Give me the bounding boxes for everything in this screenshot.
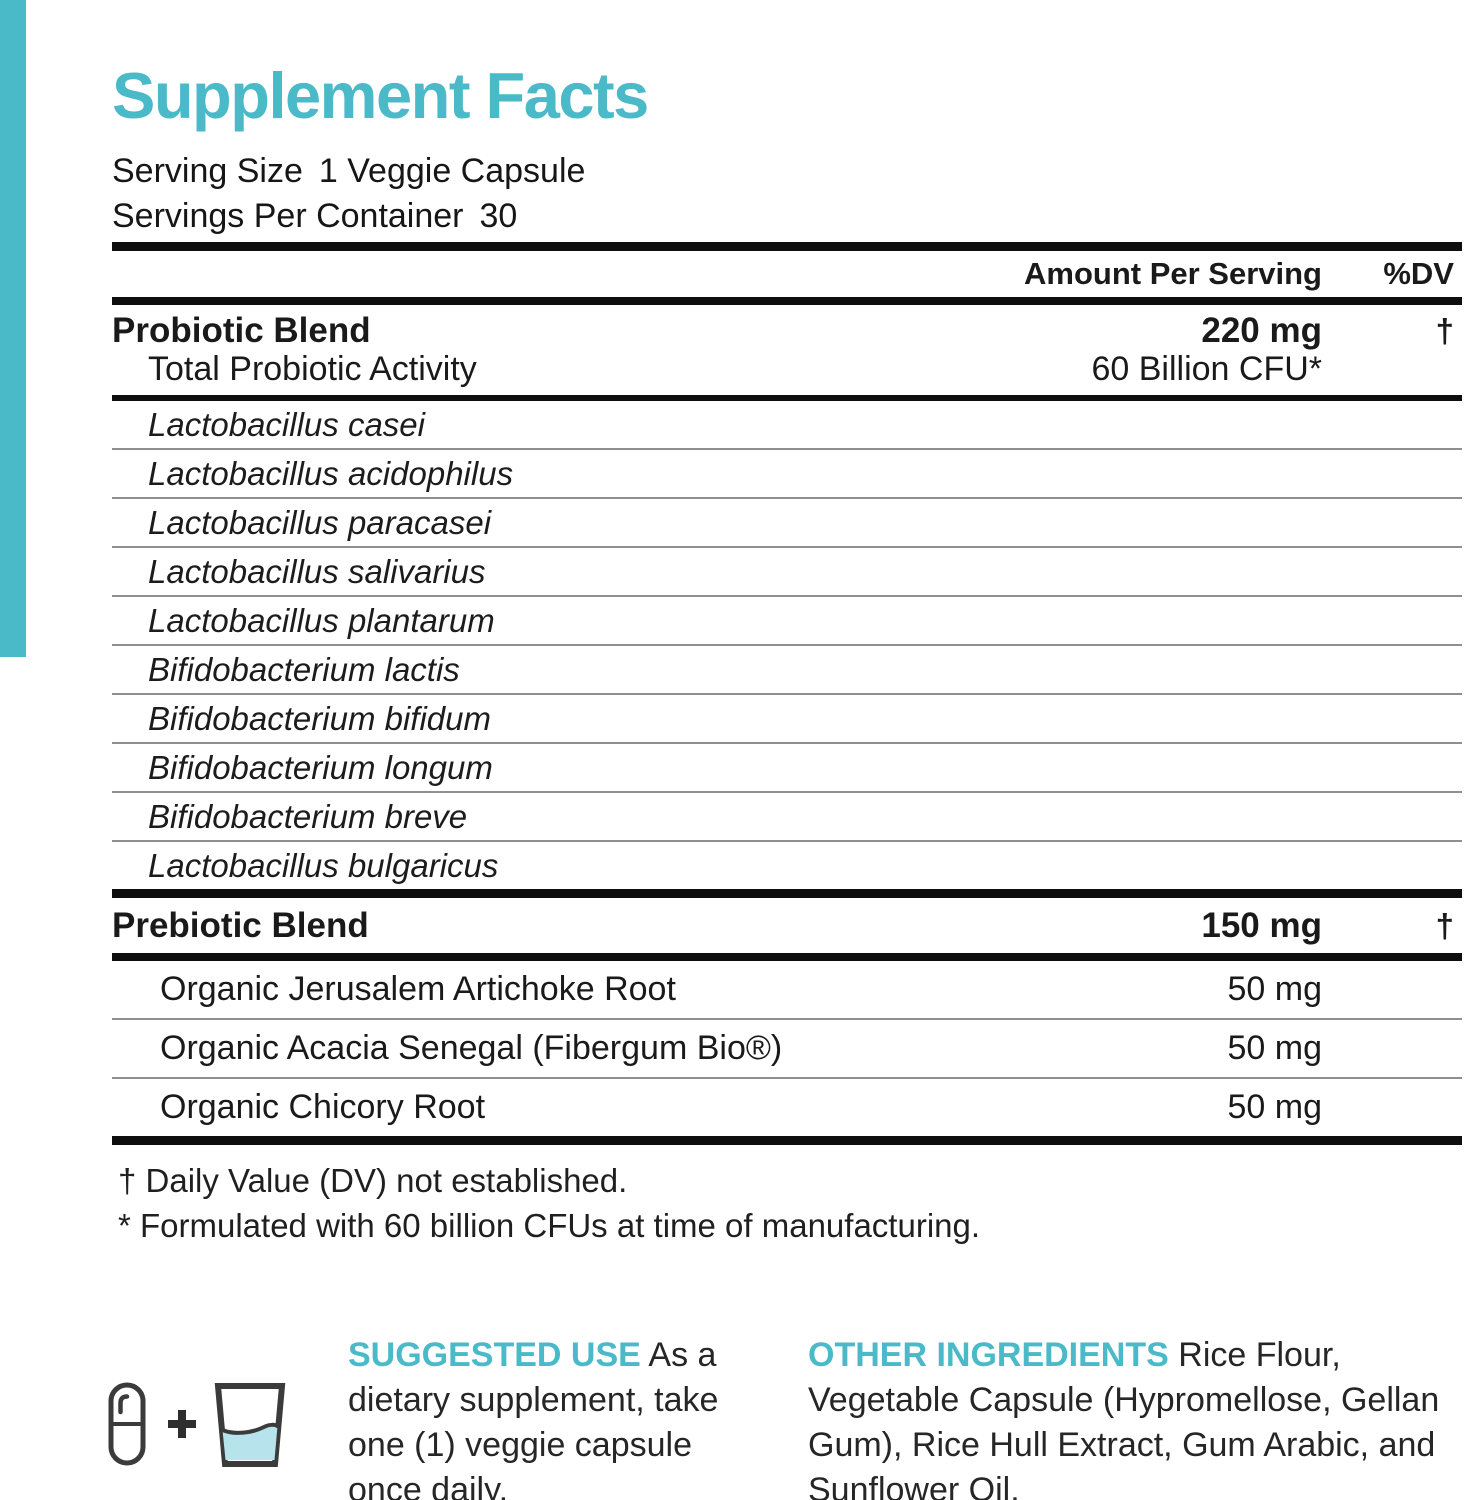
- strain-divider: [112, 791, 1462, 793]
- servings-label: Servings Per Container: [112, 197, 464, 235]
- servings-per-container-line: Servings Per Container 30: [112, 194, 1462, 239]
- rule-top: [112, 242, 1462, 251]
- rule-below-probiotic-header: [112, 395, 1462, 401]
- strain-row: Lactobacillus bulgaricus: [112, 842, 1462, 889]
- servings-value: 30: [479, 197, 518, 235]
- serving-info: Serving Size 1 Veggie Capsule Servings Pe…: [112, 149, 1462, 239]
- strain-name: Bifidobacterium lactis: [148, 650, 460, 688]
- column-header-amount: Amount Per Serving: [1024, 256, 1322, 291]
- strain-divider: [112, 595, 1462, 597]
- strain-row: Lactobacillus casei: [112, 401, 1462, 448]
- footnote-dagger: † Daily Value (DV) not established.: [118, 1162, 628, 1199]
- bottom-section: SUGGESTED USE As a dietary supplement, t…: [0, 1320, 1468, 1500]
- rule-above-prebiotic: [112, 889, 1462, 898]
- supplement-facts-panel: Supplement Facts Serving Size 1 Veggie Ca…: [112, 50, 1462, 1248]
- ingredient-name: Organic Acacia Senegal (Fibergum Bio®): [160, 1029, 783, 1067]
- strain-divider: [112, 497, 1462, 499]
- strain-divider: [112, 742, 1462, 744]
- prebiotic-blend-amount: 150 mg: [1201, 905, 1322, 945]
- suggested-use: SUGGESTED USE As a dietary supplement, t…: [348, 1333, 720, 1500]
- serving-size-label: Serving Size: [112, 152, 303, 190]
- ingredient-name: Organic Chicory Root: [160, 1088, 486, 1126]
- strain-row: Lactobacillus salivarius: [112, 548, 1462, 595]
- strain-name: Lactobacillus paracasei: [148, 503, 492, 541]
- strain-name: Lactobacillus salivarius: [148, 552, 486, 590]
- footnote-asterisk: * Formulated with 60 billion CFUs at tim…: [118, 1207, 981, 1244]
- prebiotic-blend-name: Prebiotic Blend: [112, 905, 369, 945]
- probiotic-blend-dv: †: [1435, 312, 1454, 349]
- strain-name: Bifidobacterium breve: [148, 797, 468, 835]
- strain-divider: [112, 693, 1462, 695]
- strain-row: Bifidobacterium lactis: [112, 646, 1462, 693]
- rule-below-prebiotic-header: [112, 953, 1462, 961]
- rule-bottom: [112, 1136, 1462, 1145]
- total-probiotic-activity-amount: 60 Billion CFU*: [1091, 350, 1322, 388]
- ingredient-name: Organic Jerusalem Artichoke Root: [160, 970, 676, 1008]
- other-ingredients: OTHER INGREDIENTS Rice Flour, Vegetable …: [808, 1333, 1468, 1500]
- pill-capsule-icon: [108, 1382, 146, 1466]
- plus-icon: [168, 1410, 196, 1438]
- facts-table: Amount Per Serving %DV Probiotic Blend 2…: [112, 242, 1462, 1145]
- ingredient-row: Organic Chicory Root 50 mg: [112, 1079, 1462, 1136]
- strain-name: Lactobacillus casei: [148, 405, 425, 443]
- serving-size-line: Serving Size 1 Veggie Capsule: [112, 149, 1462, 194]
- strain-name: Bifidobacterium longum: [148, 748, 493, 786]
- probiotic-blend-row: Probiotic Blend 220 mg † Total Probiotic…: [112, 305, 1462, 395]
- strain-divider: [112, 448, 1462, 450]
- suggested-use-text: As a dietary supplement, take one (1) ve…: [348, 1336, 719, 1500]
- table-header-row: Amount Per Serving %DV: [112, 251, 1462, 297]
- serving-size-value: 1 Veggie Capsule: [318, 152, 586, 190]
- column-header-dv: %DV: [1383, 256, 1454, 291]
- strain-name: Lactobacillus acidophilus: [148, 454, 514, 492]
- probiotic-blend-name: Probiotic Blend: [112, 311, 371, 350]
- suggested-use-label: SUGGESTED USE: [348, 1336, 641, 1374]
- water-glass-icon: [214, 1383, 286, 1467]
- prebiotic-blend-dv: †: [1435, 906, 1454, 944]
- strain-divider: [112, 840, 1462, 842]
- strain-row: Bifidobacterium longum: [112, 744, 1462, 791]
- ingredient-row: Organic Acacia Senegal (Fibergum Bio®) 5…: [112, 1020, 1462, 1077]
- strain-name: Lactobacillus bulgaricus: [148, 846, 499, 884]
- strain-divider: [112, 644, 1462, 646]
- rule-below-header: [112, 297, 1462, 305]
- strain-row: Lactobacillus acidophilus: [112, 450, 1462, 497]
- ingredient-amount: 50 mg: [1227, 1029, 1323, 1067]
- strain-row: Bifidobacterium breve: [112, 793, 1462, 840]
- strain-row: Lactobacillus plantarum: [112, 597, 1462, 644]
- probiotic-blend-amount: 220 mg: [1201, 311, 1322, 350]
- page-title: Supplement Facts: [112, 59, 649, 132]
- strain-divider: [112, 546, 1462, 548]
- footnotes: † Daily Value (DV) not established. * Fo…: [112, 1158, 1462, 1248]
- accent-bar: [0, 0, 26, 657]
- ingredient-amount: 50 mg: [1227, 1088, 1323, 1126]
- ingredient-divider: [112, 1018, 1462, 1020]
- ingredient-amount: 50 mg: [1227, 970, 1323, 1008]
- ingredient-divider: [112, 1077, 1462, 1079]
- total-probiotic-activity-label: Total Probiotic Activity: [148, 350, 477, 388]
- strain-row: Lactobacillus paracasei: [112, 499, 1462, 546]
- other-ingredients-text: Rice Flour, Vegetable Capsule (Hypromell…: [808, 1336, 1440, 1500]
- other-ingredients-label: OTHER INGREDIENTS: [808, 1336, 1169, 1374]
- strain-name: Bifidobacterium bifidum: [148, 699, 491, 737]
- strain-name: Lactobacillus plantarum: [148, 601, 495, 639]
- strain-row: Bifidobacterium bifidum: [112, 695, 1462, 742]
- ingredient-row: Organic Jerusalem Artichoke Root 50 mg: [112, 961, 1462, 1018]
- prebiotic-blend-row: Prebiotic Blend 150 mg †: [112, 898, 1462, 953]
